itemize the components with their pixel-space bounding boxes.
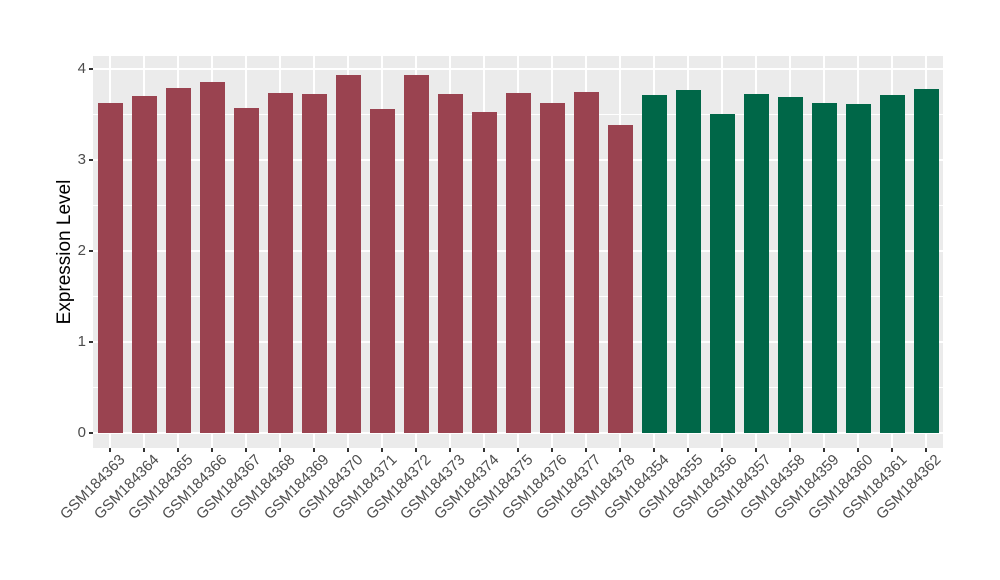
bar-GSM184355	[675, 89, 701, 433]
y-tick-label: 1	[77, 333, 86, 350]
y-tick-label: 0	[77, 424, 86, 441]
x-tick-mark	[755, 448, 757, 452]
bar-GSM184359	[811, 102, 837, 433]
x-tick-mark	[653, 448, 655, 452]
bar-GSM184354	[641, 95, 667, 433]
x-tick-mark	[245, 448, 247, 452]
bar-GSM184363	[97, 102, 123, 433]
bar-GSM184360	[845, 103, 871, 433]
x-tick-mark	[891, 448, 893, 452]
bar-GSM184358	[777, 97, 803, 433]
x-tick-mark	[823, 448, 825, 452]
x-tick-mark	[109, 448, 111, 452]
bar-GSM184357	[743, 94, 769, 433]
bar-GSM184370	[335, 75, 361, 433]
bar-GSM184372	[403, 75, 429, 433]
x-tick-mark	[517, 448, 519, 452]
x-tick-mark	[721, 448, 723, 452]
bar-GSM184368	[267, 92, 293, 433]
x-tick-mark	[211, 448, 213, 452]
bar-GSM184362	[913, 89, 939, 433]
x-tick-mark	[925, 448, 927, 452]
bar-GSM184356	[709, 113, 735, 433]
bar-GSM184376	[539, 102, 565, 433]
x-tick-mark	[177, 448, 179, 452]
x-tick-mark	[585, 448, 587, 452]
bar-GSM184364	[131, 96, 157, 433]
y-tick-label: 3	[77, 151, 86, 168]
x-tick-mark	[347, 448, 349, 452]
y-tick-label: 4	[77, 60, 86, 77]
bar-GSM184373	[437, 93, 463, 433]
x-tick-mark	[449, 448, 451, 452]
x-tick-mark	[551, 448, 553, 452]
bar-GSM184369	[301, 93, 327, 433]
x-tick-mark	[381, 448, 383, 452]
x-tick-mark	[857, 448, 859, 452]
bar-GSM184366	[199, 81, 225, 433]
plot-panel	[93, 56, 943, 448]
x-tick-mark	[313, 448, 315, 452]
x-tick-mark	[415, 448, 417, 452]
bar-GSM184371	[369, 109, 395, 433]
x-tick-mark	[143, 448, 145, 452]
y-tick-mark	[89, 250, 93, 252]
x-tick-mark	[789, 448, 791, 452]
y-tick-label: 2	[77, 242, 86, 259]
bar-GSM184375	[505, 92, 531, 433]
bar-GSM184367	[233, 108, 259, 433]
y-tick-mark	[89, 432, 93, 434]
y-tick-mark	[89, 159, 93, 161]
y-tick-mark	[89, 341, 93, 343]
bar-GSM184378	[607, 124, 633, 433]
bar-GSM184365	[165, 88, 191, 433]
x-tick-mark	[687, 448, 689, 452]
x-tick-mark	[483, 448, 485, 452]
bar-GSM184361	[879, 95, 905, 433]
x-tick-mark	[619, 448, 621, 452]
y-tick-mark	[89, 68, 93, 70]
bar-GSM184377	[573, 91, 599, 433]
bar-GSM184374	[471, 111, 497, 433]
x-tick-mark	[279, 448, 281, 452]
